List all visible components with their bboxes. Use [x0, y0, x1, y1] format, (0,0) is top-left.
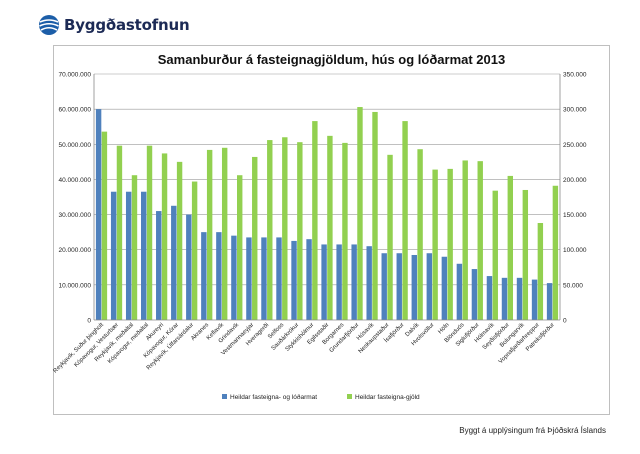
- bar-fasteignagjold: [492, 190, 498, 320]
- bar-fasteignagjold: [477, 161, 483, 320]
- y-left-tick-label: 0: [87, 318, 91, 325]
- bar-fasteignamat: [546, 283, 553, 320]
- bar-fasteignamat: [231, 235, 237, 320]
- bar-fasteignamat: [186, 214, 192, 320]
- bar-fasteignamat: [216, 232, 222, 320]
- bar-fasteignagjold: [372, 111, 378, 320]
- y-right-tick-label: 300.000: [563, 107, 587, 114]
- bar-fasteignagjold: [312, 121, 318, 320]
- bar-fasteignamat: [171, 205, 177, 320]
- bar-fasteignamat: [291, 240, 297, 320]
- bar-fasteignamat: [381, 253, 387, 320]
- bar-fasteignagjold: [131, 175, 138, 320]
- bar-fasteignamat: [426, 253, 433, 320]
- bar-fasteignamat: [516, 277, 523, 320]
- bar-fasteignamat: [531, 279, 538, 320]
- bar-fasteignagjold: [206, 149, 213, 320]
- bar-fasteignagjold: [462, 160, 468, 320]
- bar-fasteignagjold: [116, 145, 123, 320]
- logo-text: Byggðastofnun: [64, 16, 190, 34]
- bar-fasteignamat: [411, 254, 417, 320]
- bar-fasteignagjold: [537, 223, 544, 320]
- y-left-tick-label: 20.000.000: [58, 247, 91, 254]
- globe-logo-icon: [39, 15, 59, 35]
- category-label: Höfn: [437, 322, 450, 335]
- bar-fasteignagjold: [237, 175, 243, 320]
- y-left-tick-label: 10.000.000: [58, 282, 91, 289]
- chart-title: Samanburður á fasteignagjöldum, hús og l…: [157, 52, 506, 67]
- source-note: Byggt á upplýsingum frá Þjóðskrá Íslands: [459, 426, 606, 435]
- bar-fasteignamat: [471, 269, 478, 320]
- legend-label: Heildar fasteigna- og lóðarmat: [230, 393, 317, 401]
- bar-fasteignagjold: [507, 175, 513, 320]
- bar-fasteignamat: [366, 246, 372, 320]
- bar-fasteignamat: [261, 237, 267, 320]
- y-right-tick-label: 0: [563, 318, 567, 325]
- bar-fasteignagjold: [522, 189, 529, 320]
- bar-fasteignamat: [441, 256, 448, 320]
- bar-fasteignagjold: [146, 145, 153, 320]
- bar-fasteignagjold: [447, 168, 453, 320]
- bar-fasteignagjold: [432, 169, 438, 320]
- bar-fasteignagjold: [252, 156, 258, 320]
- bar-fasteignagjold: [191, 181, 198, 320]
- legend-swatch: [347, 394, 352, 399]
- bar-fasteignagjold: [267, 140, 273, 320]
- y-left-tick-label: 30.000.000: [58, 212, 91, 219]
- bar-fasteignamat: [276, 237, 282, 320]
- y-right-tick-label: 150.000: [563, 212, 587, 219]
- y-left-tick-label: 70.000.000: [58, 72, 91, 79]
- legend-swatch: [222, 394, 227, 399]
- bar-fasteignagjold: [176, 161, 183, 320]
- bar-fasteignagjold: [221, 147, 228, 320]
- bar-fasteignagjold: [297, 142, 303, 320]
- bar-fasteignamat: [396, 253, 402, 320]
- bar-fasteignamat: [125, 191, 132, 320]
- y-left-tick-label: 50.000.000: [58, 142, 91, 149]
- logo: Byggðastofnun: [38, 14, 190, 36]
- y-right-tick-label: 350.000: [563, 72, 587, 79]
- bar-fasteignagjold: [402, 121, 408, 320]
- y-right-tick-label: 250.000: [563, 142, 587, 149]
- bar-fasteignamat: [95, 109, 102, 321]
- bar-fasteignagjold: [282, 137, 288, 320]
- y-right-tick-label: 100.000: [563, 247, 587, 254]
- bar-fasteignamat: [321, 244, 327, 320]
- bar-fasteignamat: [351, 244, 357, 320]
- bar-fasteignamat: [141, 191, 147, 320]
- bar-fasteignagjold: [101, 131, 108, 320]
- bar-fasteignamat: [246, 237, 252, 320]
- bar-fasteignamat: [486, 276, 493, 320]
- bar-fasteignamat: [306, 239, 312, 320]
- bar-fasteignagjold: [357, 107, 363, 320]
- bar-fasteignagjold: [387, 154, 393, 320]
- bar-fasteignamat: [110, 191, 117, 320]
- y-right-tick-label: 50.000: [563, 282, 583, 289]
- bar-fasteignagjold: [327, 135, 333, 320]
- bar-fasteignamat: [156, 211, 162, 320]
- bar-fasteignagjold: [161, 153, 168, 320]
- legend-label: Heildar fasteigna-gjöld: [355, 394, 420, 401]
- bar-fasteignagjold: [342, 142, 348, 320]
- bar-fasteignagjold: [552, 185, 559, 320]
- bar-fasteignamat: [501, 277, 508, 320]
- bar-fasteignamat: [456, 263, 463, 320]
- y-right-tick-label: 200.000: [563, 177, 587, 184]
- bar-fasteignagjold: [417, 149, 423, 320]
- bar-fasteignamat: [201, 232, 207, 320]
- bar-fasteignamat: [336, 244, 342, 320]
- y-left-tick-label: 40.000.000: [58, 177, 91, 184]
- y-left-tick-label: 60.000.000: [58, 107, 91, 114]
